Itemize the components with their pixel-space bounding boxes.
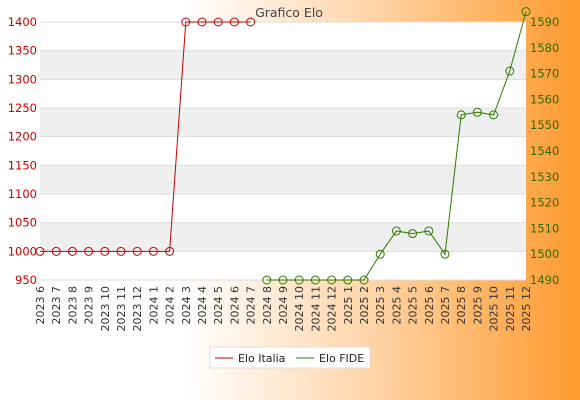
series-line: [266, 11, 527, 281]
legend: Elo Italia Elo FIDE: [209, 346, 371, 369]
y-left-tick-label: 1150: [8, 158, 37, 172]
data-point: [408, 229, 418, 239]
data-point: [456, 110, 466, 120]
data-point: [375, 249, 385, 259]
data-point: [472, 107, 482, 117]
data-point: [197, 17, 207, 27]
x-tick-label: 2024 5: [212, 286, 225, 325]
data-point: [67, 246, 77, 256]
x-tick-label: 2025 10: [488, 286, 501, 332]
y-right-tick-label: 1490: [530, 273, 559, 287]
x-tick-label: 2025 12: [520, 286, 533, 332]
data-point: [294, 275, 304, 285]
data-point: [505, 66, 515, 76]
data-point: [148, 246, 158, 256]
x-tick-label: 2024 3: [180, 286, 193, 325]
data-point: [100, 246, 110, 256]
x-tick-label: 2023 7: [50, 286, 63, 325]
y-right-tick-label: 1510: [530, 221, 559, 235]
data-point: [310, 275, 320, 285]
grid-band: [40, 108, 526, 137]
data-point: [489, 110, 499, 120]
series-elo-italia: [35, 17, 256, 256]
data-point: [51, 246, 61, 256]
y-left-tick-label: 950: [15, 273, 37, 287]
y-left-tick-label: 1100: [8, 187, 37, 201]
data-point: [181, 17, 191, 27]
grid-band: [40, 222, 526, 252]
data-point: [359, 275, 369, 285]
x-tick-label: 2025 7: [439, 286, 452, 325]
x-tick-label: 2024 1: [147, 286, 160, 325]
y-right-tick-label: 1520: [530, 196, 559, 210]
x-tick-label: 2025 11: [504, 286, 517, 332]
x-tick-label: 2024 9: [277, 286, 290, 325]
data-point: [440, 249, 450, 259]
series-elo-fide: [262, 7, 531, 285]
y-left-tick-label: 1300: [8, 72, 37, 86]
y-right-tick-label: 1590: [530, 15, 559, 29]
data-point: [229, 17, 239, 27]
x-tick-label: 2024 11: [309, 286, 322, 332]
x-tick-label: 2023 8: [66, 286, 79, 325]
x-tick-label: 2025 8: [455, 286, 468, 325]
data-point: [165, 246, 175, 256]
data-point: [35, 246, 45, 256]
x-tick-label: 2023 9: [83, 286, 96, 325]
x-tick-label: 2024 12: [326, 286, 339, 332]
y-left-tick-label: 1200: [8, 130, 37, 144]
x-tick-label: 2025 1: [342, 286, 355, 325]
y-right-tick-label: 1540: [530, 144, 559, 158]
legend-label-italia: Elo Italia: [238, 352, 285, 365]
y-left-tick-label: 1250: [8, 101, 37, 115]
x-tick-label: 2025 4: [390, 286, 403, 325]
y-right-tick-label: 1580: [530, 41, 559, 55]
x-tick-label: 2023 6: [34, 286, 47, 325]
x-tick-label: 2025 9: [471, 286, 484, 325]
data-point: [116, 246, 126, 256]
x-tick-label: 2024 4: [196, 286, 209, 325]
y-left-tick-label: 1400: [8, 15, 37, 29]
chart-title: Grafico Elo: [255, 5, 323, 20]
x-tick-label: 2023 10: [99, 286, 112, 332]
x-tick-label: 2025 3: [374, 286, 387, 325]
x-tick-label: 2024 8: [261, 286, 274, 325]
data-point: [84, 246, 94, 256]
data-point: [132, 246, 142, 256]
y-right-tick-label: 1560: [530, 92, 559, 106]
data-point: [262, 275, 272, 285]
x-tick-label: 2023 11: [115, 286, 128, 332]
legend-label-fide: Elo FIDE: [319, 352, 364, 365]
data-point: [327, 275, 337, 285]
data-point: [521, 7, 531, 17]
y-left-tick-label: 1050: [8, 216, 37, 230]
grid-band: [40, 50, 526, 80]
x-tick-label: 2024 2: [164, 286, 177, 325]
y-right-tick-label: 1500: [530, 247, 559, 261]
y-left-tick-label: 1350: [8, 44, 37, 58]
y-right-tick-label: 1570: [530, 67, 559, 81]
x-tick-label: 2025 2: [358, 286, 371, 325]
y-right-tick-label: 1530: [530, 170, 559, 184]
x-tick-label: 2024 7: [245, 286, 258, 325]
y-left-tick-label: 1000: [8, 244, 37, 258]
grid-band: [40, 165, 526, 194]
x-tick-label: 2024 6: [228, 286, 241, 325]
x-tick-label: 2025 6: [423, 286, 436, 325]
data-point: [213, 17, 223, 27]
data-point: [343, 275, 353, 285]
data-point: [246, 17, 256, 27]
data-point: [424, 226, 434, 236]
data-point: [391, 226, 401, 236]
y-right-tick-label: 1550: [530, 118, 559, 132]
x-tick-label: 2023 12: [131, 286, 144, 332]
x-tick-label: 2024 10: [293, 286, 306, 332]
data-point: [278, 275, 288, 285]
x-tick-label: 2025 5: [407, 286, 420, 325]
series-line: [40, 21, 251, 252]
